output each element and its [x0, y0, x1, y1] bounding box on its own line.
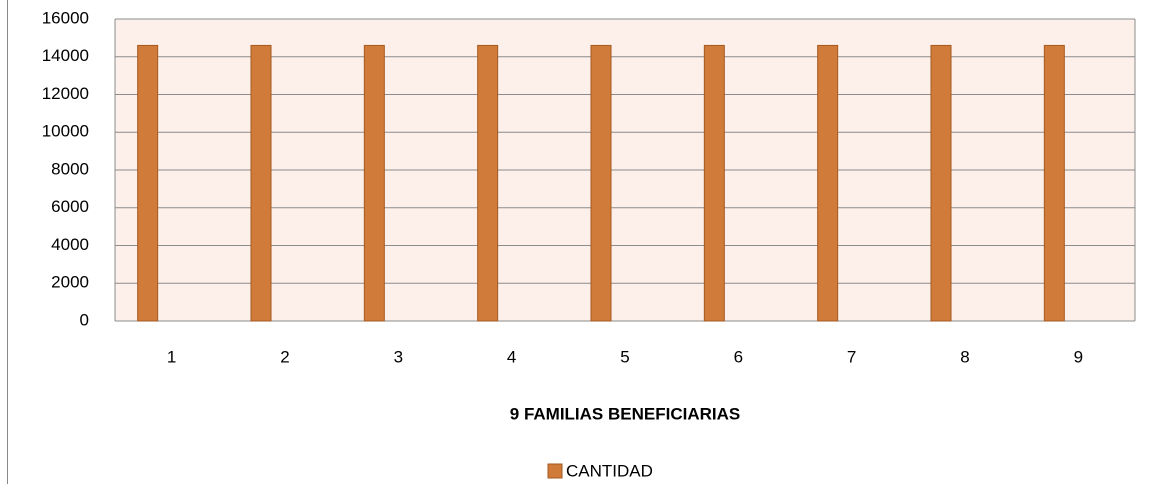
x-axis-title: 9 FAMILIAS BENEFICIARIAS [510, 404, 740, 423]
bar [817, 44, 839, 322]
legend-swatch [547, 463, 563, 479]
y-tick-label: 6000 [51, 197, 89, 216]
x-tick-label: 2 [280, 347, 289, 366]
bar [1043, 44, 1065, 322]
x-tick-label: 1 [167, 347, 176, 366]
x-tick-label: 7 [847, 347, 856, 366]
x-tick-label: 9 [1074, 347, 1083, 366]
y-tick-label: 16000 [42, 8, 89, 27]
y-tick-label: 0 [80, 310, 89, 329]
bar [363, 44, 385, 322]
x-tick-label: 6 [734, 347, 743, 366]
y-tick-label: 4000 [51, 235, 89, 254]
bar [250, 44, 272, 322]
x-tick-label: 5 [620, 347, 629, 366]
bar [590, 44, 612, 322]
y-tick-label: 8000 [51, 159, 89, 178]
y-tick-label: 12000 [42, 84, 89, 103]
y-tick-label: 10000 [42, 122, 89, 141]
y-tick-label: 2000 [51, 273, 89, 292]
legend-label: CANTIDAD [566, 461, 653, 480]
bar [930, 44, 952, 322]
x-tick-label: 4 [507, 347, 516, 366]
x-tick-label: 8 [960, 347, 969, 366]
bar [703, 44, 725, 322]
x-tick-label: 3 [394, 347, 403, 366]
bar [137, 44, 159, 322]
y-tick-label: 14000 [42, 46, 89, 65]
bar [477, 44, 499, 322]
